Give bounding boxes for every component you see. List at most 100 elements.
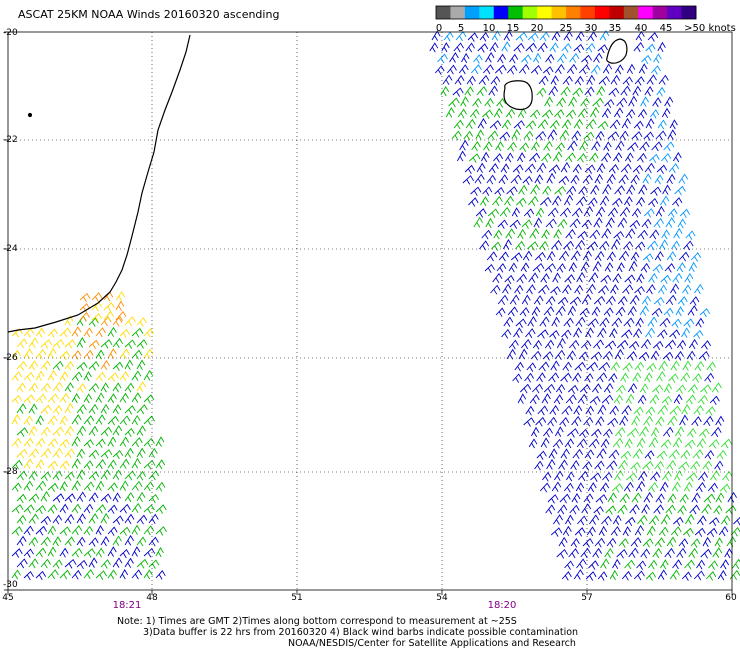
wind-barb [76,337,86,348]
wind-barb [528,438,538,449]
wind-barb [501,41,511,52]
wind-barb [574,527,586,537]
wind-barb [583,205,594,217]
wind-barb [611,317,623,328]
wind-barb [543,140,553,152]
wind-barb [607,207,618,218]
wind-barb [605,505,617,515]
wind-barb [631,207,642,218]
wind-barb [640,262,651,273]
wind-barb [136,514,148,525]
wind-barb [71,525,83,536]
legend-swatch [652,6,668,19]
wind-barb [95,438,106,448]
wind-barb [155,526,167,536]
wind-barb [470,186,482,196]
wind-barb [448,97,460,108]
wind-barb [523,130,534,141]
wind-barb [643,208,655,218]
wind-barb [694,527,706,537]
wind-barb [443,31,454,42]
wind-barb [589,229,601,240]
wind-barb [653,217,664,229]
wind-barb [571,493,581,504]
wind-barb [76,448,86,459]
wind-barb [515,240,526,251]
wind-barb [469,153,481,163]
wind-barb [79,303,91,313]
wind-barb [501,119,512,130]
wind-barb [595,415,605,427]
wind-barb [637,394,647,405]
wind-barb [528,196,539,207]
wind-barb [686,472,698,482]
legend-label: 20 [531,23,544,34]
legend-swatch [566,6,581,19]
wind-barb [489,120,502,130]
wind-barb [100,449,113,459]
wind-barb [100,359,110,371]
wind-barb [600,274,612,284]
wind-barb [708,560,719,570]
wind-barb [669,329,681,339]
wind-barb [645,406,656,416]
wind-barb [35,505,47,515]
wind-barb [574,361,586,372]
wind-barb [561,405,573,416]
wind-barb [678,251,690,262]
wind-barb [155,459,166,470]
wind-barb [52,447,63,459]
wind-barb [681,571,692,581]
wind-barb [107,526,118,536]
wind-barb [554,349,566,361]
wind-barb [668,373,679,383]
wind-barb [35,415,44,426]
wind-barb [640,548,651,559]
wind-barb [155,547,164,558]
wind-barb [546,172,556,184]
wind-barb [618,459,628,471]
wind-barb [148,513,159,524]
wind-barb [634,76,645,86]
wind-barb [529,152,541,163]
wind-barb [648,272,658,284]
wind-barb [709,517,720,527]
wind-barb [519,383,532,394]
wind-barb [650,350,660,361]
wind-barb [23,458,34,469]
wind-barb [524,163,536,174]
wind-barb [136,339,148,349]
wind-barb [454,74,465,86]
wind-barb [568,262,577,273]
wind-barb [655,416,665,427]
wind-barb [119,328,130,339]
wind-barb [592,547,602,559]
wind-barb [599,30,610,41]
wind-barb [95,371,106,382]
wind-barb [625,228,636,239]
wind-barb [491,241,502,251]
wind-barb [107,436,117,447]
wind-barb [591,383,602,394]
wind-barb [136,470,146,481]
wind-barb [541,393,551,404]
wind-barb [549,119,560,130]
wind-barb [493,229,503,240]
wind-barb [531,426,540,438]
wind-barb [532,262,545,273]
wind-barb [620,163,632,174]
wind-barb [606,173,616,185]
wind-barb [119,526,131,536]
wind-barb [492,272,503,284]
wind-barb [628,260,638,272]
wind-barb [562,361,572,372]
wind-barb [112,425,123,436]
wind-barb [672,559,682,570]
wind-barb [579,428,590,439]
wind-barb [716,449,727,460]
wind-barb [488,162,499,174]
wind-barb [11,526,23,536]
wind-barb [52,559,63,569]
legend-swatch [667,6,683,19]
wind-barb [626,63,636,75]
